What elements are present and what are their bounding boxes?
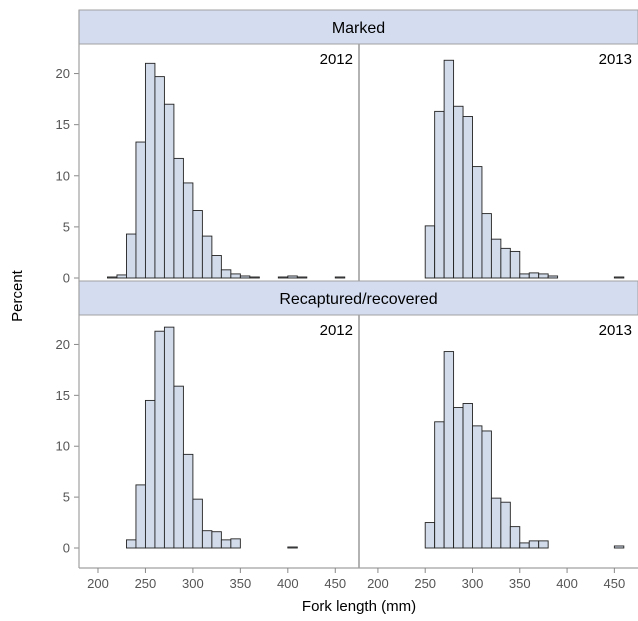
histogram-bar-r2-2012-250 (144, 399, 156, 549)
histogram-bar-r1-2012-220 (116, 274, 127, 279)
histogram-bar-r2-2013-370 (538, 540, 549, 549)
y-tick-label-r1-15: 15 (56, 117, 70, 132)
x-tick-label-c1-300: 300 (182, 576, 204, 591)
x-axis-title: Fork length (mm) (302, 598, 416, 615)
histogram-bar-r1-2012-270 (163, 103, 175, 279)
strip-label-1: Marked (332, 20, 385, 37)
histogram-bar-r1-2012-320 (211, 255, 222, 279)
histogram-bar-r1-2012-350 (239, 275, 251, 279)
histogram-bar-r1-2012-290 (182, 182, 194, 279)
panel-year-label-r2-2012: 2012 (320, 322, 353, 339)
x-tick-label-c1-250: 250 (135, 576, 157, 591)
histogram-bar-r1-2013-290 (462, 116, 473, 279)
histogram-bar-r2-2012-310 (201, 530, 213, 549)
histogram-bar-r2-2013-360 (528, 540, 540, 549)
x-tick-label-c2-350: 350 (509, 576, 531, 591)
histogram-bar-r2-2012-340 (230, 538, 241, 549)
plot-layer: Marked 2012 2013 0 5 10 15 20 Recaptured/recover… (56, 9, 638, 591)
histogram-bar-r2-2012-260 (154, 330, 165, 549)
panel-year-label-r1-2013: 2013 (599, 51, 632, 68)
histogram-bar-r1-2013-250 (424, 225, 436, 279)
x-tick-label-c2-400: 400 (556, 576, 578, 591)
histogram-bar-r2-2013-320 (490, 497, 502, 549)
y-tick-label-r1-20: 20 (56, 66, 70, 81)
y-tick-label-r1-5: 5 (63, 219, 70, 234)
histogram-bar-r1-2013-450 (613, 276, 625, 279)
histogram-bar-r2-2013-310 (481, 430, 492, 549)
histogram-bar-r2-2012-280 (173, 385, 184, 549)
x-tick-label-c2-300: 300 (462, 576, 484, 591)
y-axis-title: Percent (9, 269, 26, 322)
histogram-bar-r1-2012-210 (107, 276, 118, 279)
histogram-bar-r1-2012-340 (230, 273, 241, 279)
y-tick-label-r2-5: 5 (63, 490, 70, 505)
histogram-bar-r1-2012-250 (144, 62, 156, 279)
histogram-bar-r1-2012-280 (173, 157, 184, 279)
y-tick-label-r2-10: 10 (56, 439, 70, 454)
histogram-bar-r2-2013-290 (462, 403, 473, 549)
y-tick-label-r2-15: 15 (56, 388, 70, 403)
histogram-bar-r2-2013-300 (472, 425, 483, 549)
histogram-bar-r2-2013-260 (434, 421, 445, 549)
histogram-bar-r1-2013-370 (538, 273, 549, 279)
histogram-bar-r2-2012-320 (211, 531, 222, 549)
histogram-bar-r1-2013-350 (519, 273, 530, 279)
x-tick-label-c2-450: 450 (604, 576, 626, 591)
histogram-bar-r2-2012-270 (163, 326, 175, 549)
histogram-bar-r2-2012-330 (220, 539, 232, 549)
histogram-bar-r1-2013-340 (509, 250, 521, 279)
histogram-bar-r1-2012-410 (296, 276, 308, 279)
histogram-bar-r2-2012-230 (126, 539, 137, 549)
y-tick-label-r2-20: 20 (56, 337, 70, 352)
histogram-bar-r1-2012-230 (126, 233, 137, 279)
x-tick-label-c2-250: 250 (414, 576, 436, 591)
histogram-bar-r1-2012-400 (287, 275, 298, 279)
x-tick-label-c1-450: 450 (324, 576, 346, 591)
x-tick-label-c1-350: 350 (230, 576, 252, 591)
histogram-bar-r1-2012-260 (154, 76, 165, 279)
panel-year-label-r2-2013: 2013 (599, 322, 632, 339)
y-tick-label-r1-10: 10 (56, 168, 70, 183)
histogram-bar-r1-2012-330 (220, 269, 232, 279)
histogram-bar-r1-2013-330 (500, 247, 511, 279)
x-tick-label-c2-200: 200 (367, 576, 389, 591)
histogram-bar-r2-2013-330 (500, 501, 511, 549)
histogram-bar-r1-2013-320 (490, 238, 502, 279)
histogram-bar-r2-2012-400 (287, 546, 298, 549)
histogram-bar-r2-2013-280 (453, 407, 464, 549)
histogram-bar-r2-2013-270 (443, 351, 455, 549)
histogram-bar-r1-2012-300 (192, 210, 203, 279)
histogram-bar-r2-2013-340 (509, 526, 521, 549)
panel-year-label-r1-2012: 2012 (320, 51, 353, 68)
histogram-bar-r1-2013-310 (481, 213, 492, 279)
histogram-bar-r2-2012-290 (182, 453, 194, 549)
histogram-bar-r1-2013-360 (528, 272, 540, 279)
histogram-bar-r2-2012-240 (135, 484, 146, 549)
histogram-bar-r1-2013-260 (434, 110, 445, 279)
x-tick-label-c1-200: 200 (87, 576, 109, 591)
histogram-bar-r2-2013-250 (424, 522, 436, 549)
histogram-bar-r1-2012-390 (277, 276, 289, 279)
histogram-bar-r1-2013-270 (443, 59, 455, 279)
histogram-bar-r1-2012-450 (334, 276, 346, 279)
x-tick-label-c1-400: 400 (277, 576, 299, 591)
histogram-bar-r2-2013-450 (613, 545, 625, 549)
histogram-bar-r1-2012-310 (201, 235, 213, 279)
histogram-bar-r2-2013-350 (519, 542, 530, 549)
y-tick-label-r1-0: 0 (63, 271, 70, 286)
histogram-bar-r2-2012-300 (192, 498, 203, 549)
histogram-bar-r1-2013-300 (472, 166, 483, 279)
strip-label-2: Recaptured/recovered (279, 291, 437, 308)
histogram-bar-r1-2013-280 (453, 105, 464, 279)
y-tick-label-r2-0: 0 (63, 541, 70, 556)
histogram-bar-r1-2012-360 (249, 276, 260, 279)
strip-header-1 (78, 9, 638, 45)
histogram-bar-r1-2012-240 (135, 141, 146, 279)
histogram-bar-r1-2013-380 (547, 275, 559, 279)
